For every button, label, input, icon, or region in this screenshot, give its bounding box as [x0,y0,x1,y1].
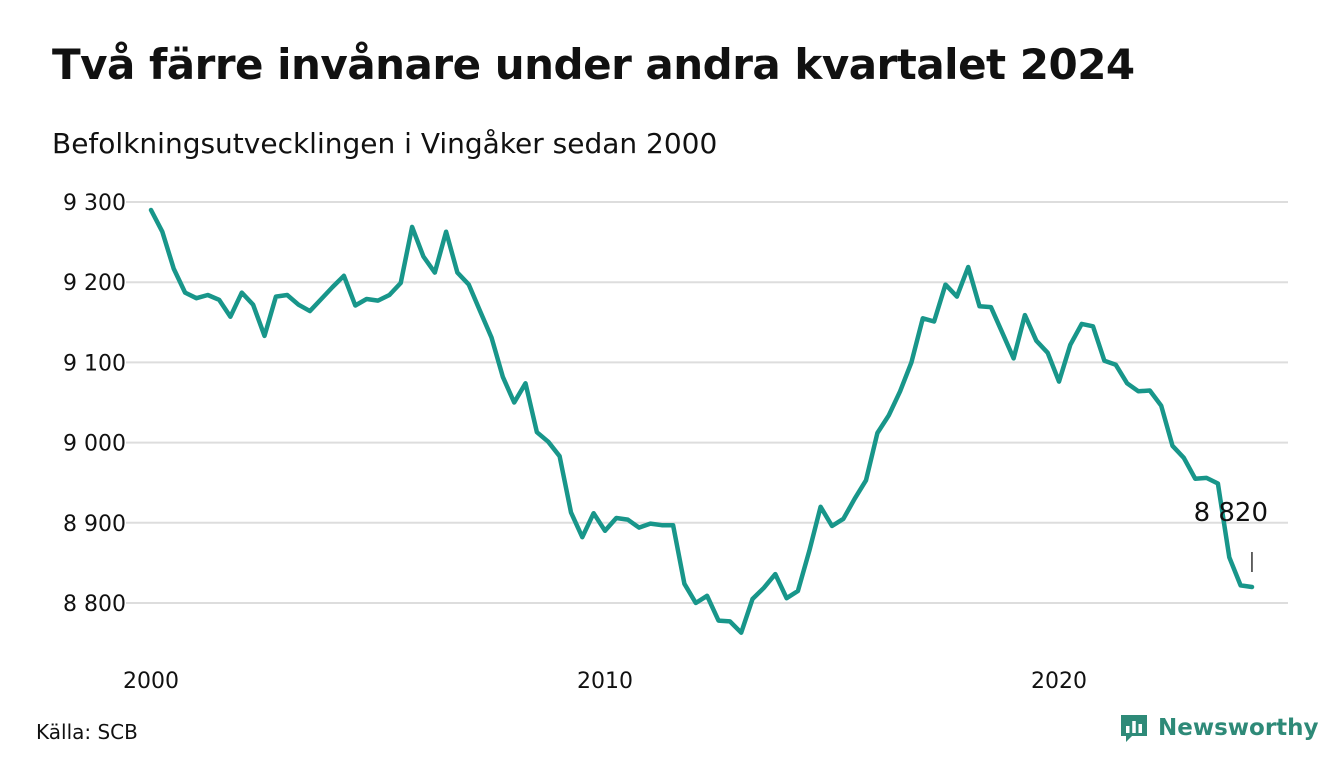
x-tick-label: 2010 [577,669,633,694]
end-value-label: 8 820 [1194,498,1268,528]
x-tick-label: 2020 [1031,669,1087,694]
chart-subtitle: Befolkningsutvecklingen i Vingåker sedan… [52,127,718,160]
x-tick-label: 2000 [123,669,179,694]
newsworthy-logo-icon [1121,715,1147,742]
chart-title: Två färre invånare under andra kvartalet… [52,40,1135,89]
y-tick-label: 8 800 [63,592,126,617]
y-tick-label: 8 900 [63,512,126,537]
y-tick-label: 9 300 [63,191,126,216]
y-tick-label: 9 200 [63,271,126,296]
source-label: Källa: SCB [36,720,138,744]
brand-logo: Newsworthy [1118,712,1319,744]
y-tick-label: 9 000 [63,432,126,457]
brand-name: Newsworthy [1158,715,1319,741]
y-tick-label: 9 100 [63,351,126,376]
series-line [148,207,1255,635]
